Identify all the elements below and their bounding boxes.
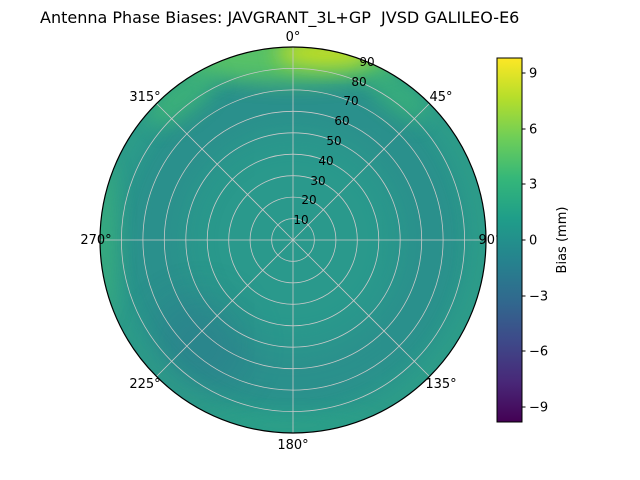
- colorbar-axis-label: Bias (mm): [555, 207, 570, 274]
- angle-label-315: 315°: [129, 90, 160, 105]
- angle-label-0: 0°: [286, 30, 301, 45]
- colorbar-tick-m6: −6: [529, 345, 548, 360]
- colorbar-tick-marks: [522, 72, 526, 408]
- radial-labels: 10 20 30 40 50 60 70 80 90: [293, 55, 374, 227]
- radial-label-30: 30: [310, 174, 325, 188]
- radial-label-20: 20: [301, 193, 316, 207]
- angle-labels: 0° 45° 90° 135° 180° 225° 270° 315°: [80, 30, 501, 453]
- colorbar-tick-9: 9: [529, 67, 537, 82]
- colorbar-tick-labels: 9 6 3 0 −3 −6 −9: [529, 67, 548, 416]
- angle-label-90: 90°: [478, 233, 501, 248]
- polar-grid: [100, 47, 486, 433]
- colorbar-tick-6: 6: [529, 123, 537, 138]
- colorbar-tick-0: 0: [529, 234, 537, 249]
- radial-label-90: 90: [359, 55, 374, 69]
- polar-outline: [99, 46, 487, 434]
- angle-label-180: 180°: [277, 438, 308, 453]
- radial-label-60: 60: [334, 114, 349, 128]
- polar-field: [99, 46, 487, 434]
- angle-label-270: 270°: [80, 233, 111, 248]
- colorbar-tick-m3: −3: [529, 290, 548, 305]
- angle-label-225: 225°: [129, 377, 160, 392]
- radial-label-70: 70: [343, 94, 358, 108]
- chart-title: Antenna Phase Biases: JAVGRANT_3L+GP JVS…: [40, 8, 520, 27]
- colorbar: 9 6 3 0 −3 −6 −9 Bias (mm): [496, 57, 570, 423]
- colorbar-tick-m9: −9: [529, 401, 548, 416]
- colorbar-gradient: [496, 57, 523, 423]
- angle-label-45: 45°: [429, 90, 452, 105]
- radial-label-40: 40: [318, 154, 333, 168]
- colorbar-tick-3: 3: [529, 178, 537, 193]
- radial-label-50: 50: [326, 134, 341, 148]
- angle-label-135: 135°: [425, 377, 456, 392]
- radial-label-80: 80: [351, 75, 366, 89]
- radial-label-10: 10: [293, 213, 308, 227]
